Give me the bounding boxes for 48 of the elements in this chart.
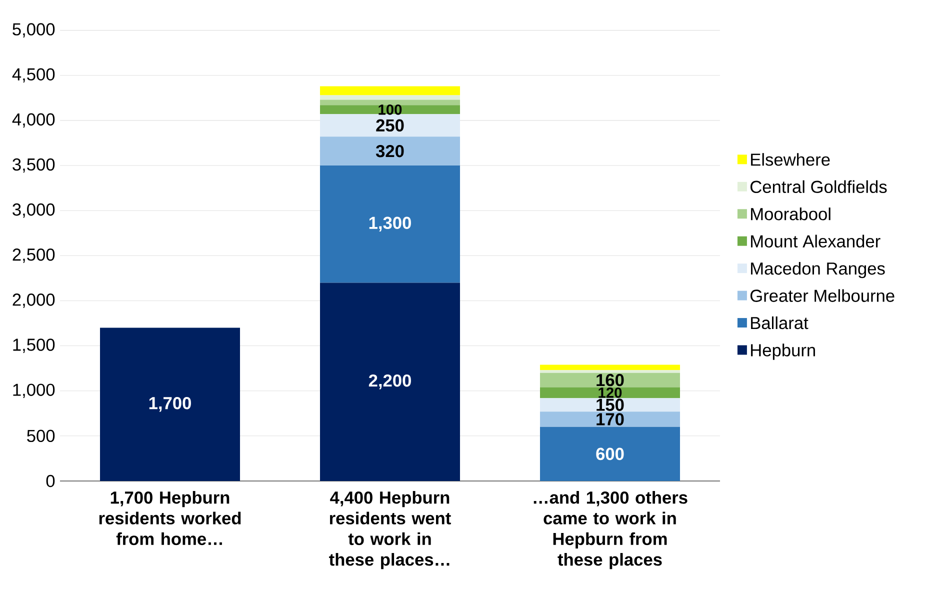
bar bbox=[540, 387, 680, 398]
legend-label: Elsewhere bbox=[751, 153, 830, 166]
bar bbox=[100, 328, 240, 481]
data-label: 600 bbox=[596, 448, 624, 460]
bar bbox=[320, 86, 460, 96]
data-label: 120 bbox=[598, 387, 622, 398]
data-label: 150 bbox=[596, 398, 624, 411]
bar bbox=[320, 100, 460, 106]
data-label: 170 bbox=[596, 413, 624, 426]
data-label: 160 bbox=[596, 374, 624, 386]
x-tick-label: 1,700 Hepburn residents worked from home… bbox=[99, 491, 241, 546]
legend-label: Mount Alexander bbox=[751, 234, 880, 248]
data-label: 2,200 bbox=[368, 374, 411, 390]
bar bbox=[320, 105, 460, 114]
data-label: 1,300 bbox=[369, 216, 411, 232]
bar bbox=[320, 166, 460, 283]
bar bbox=[540, 370, 680, 373]
y-tick-label: 2,500 bbox=[12, 248, 55, 263]
bar bbox=[540, 364, 680, 370]
y-tick-label: 0 bbox=[46, 474, 55, 488]
y-tick-label: 1,000 bbox=[13, 384, 55, 398]
y-tick-label: 500 bbox=[27, 430, 55, 442]
y-tick-label: 3,500 bbox=[12, 158, 55, 173]
x-tick-label: 4,400 Hepburn residents went to work in these places… bbox=[329, 491, 451, 570]
bar bbox=[320, 282, 460, 481]
legend-label: Ballarat bbox=[751, 316, 808, 330]
bar bbox=[540, 398, 680, 412]
y-tick-label: 3,000 bbox=[12, 203, 55, 218]
legend-label: Macedon Ranges bbox=[751, 262, 885, 278]
bar bbox=[320, 95, 460, 100]
data-label: 320 bbox=[376, 144, 404, 158]
y-tick-label: 1,500 bbox=[13, 338, 55, 353]
legend-label: Moorabool bbox=[751, 208, 830, 220]
y-tick-label: 4,000 bbox=[12, 113, 55, 128]
data-label: 100 bbox=[378, 104, 402, 115]
bar bbox=[540, 412, 680, 427]
data-label: 250 bbox=[376, 119, 404, 132]
legend-label: Central Goldfields bbox=[750, 180, 887, 194]
x-tick-label: …and 1,300 others came to work in Hepburn from these places bbox=[534, 491, 688, 570]
bar bbox=[320, 114, 460, 137]
data-label: 1,700 bbox=[149, 396, 191, 412]
legend-label: Greater Melbourne bbox=[750, 289, 894, 302]
bar bbox=[540, 426, 680, 481]
y-tick-label: 2,000 bbox=[12, 294, 55, 308]
y-tick-label: 5,000 bbox=[12, 23, 55, 38]
y-tick-label: 4,500 bbox=[12, 68, 55, 83]
bar bbox=[320, 136, 460, 166]
legend-label: Hepburn bbox=[751, 344, 815, 360]
